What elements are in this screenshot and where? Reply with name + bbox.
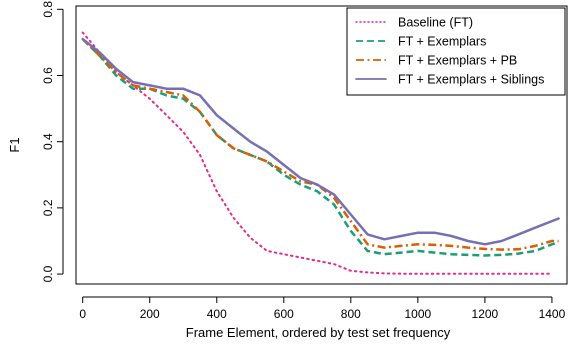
legend-label: FT + Exemplars + PB bbox=[398, 54, 517, 68]
y-axis-title: F1 bbox=[7, 137, 22, 152]
series-line-3 bbox=[81, 38, 559, 251]
series-line-4 bbox=[81, 37, 560, 246]
y-tick-label: 0.2 bbox=[41, 199, 55, 216]
x-axis: 0 200 400 600 800 1000 1200 1400 bbox=[79, 296, 566, 321]
x-tick-label: 800 bbox=[341, 307, 361, 321]
legend-label: FT + Exemplars bbox=[398, 35, 486, 49]
legend: Baseline (FT) FT + Exemplars FT + Exemplar… bbox=[346, 7, 566, 96]
series-line-2 bbox=[81, 38, 559, 257]
y-tick-label: 0.4 bbox=[41, 133, 55, 150]
y-tick-label: 0.6 bbox=[41, 67, 55, 84]
x-tick-label: 400 bbox=[207, 307, 227, 321]
series-layer bbox=[81, 31, 560, 275]
x-tick-label: 1200 bbox=[472, 307, 499, 321]
legend-box bbox=[346, 7, 566, 96]
legend-label: Baseline (FT) bbox=[398, 16, 473, 30]
legend-label: FT + Exemplars + Siblings bbox=[398, 73, 544, 87]
x-tick-label: 600 bbox=[274, 307, 294, 321]
plot-box bbox=[75, 5, 568, 285]
x-axis-title: Frame Element, ordered by test set frequ… bbox=[186, 325, 451, 340]
x-tick-label: 1400 bbox=[539, 307, 566, 321]
y-axis: 0.0 0.2 0.4 0.6 0.8 bbox=[41, 1, 64, 282]
x-tick-label: 1000 bbox=[405, 307, 432, 321]
x-tick-label: 200 bbox=[140, 307, 160, 321]
y-tick-label: 0.0 bbox=[41, 265, 55, 282]
x-tick-label: 0 bbox=[79, 307, 86, 321]
series-line-1 bbox=[81, 31, 553, 275]
y-tick-label: 0.8 bbox=[41, 1, 55, 18]
